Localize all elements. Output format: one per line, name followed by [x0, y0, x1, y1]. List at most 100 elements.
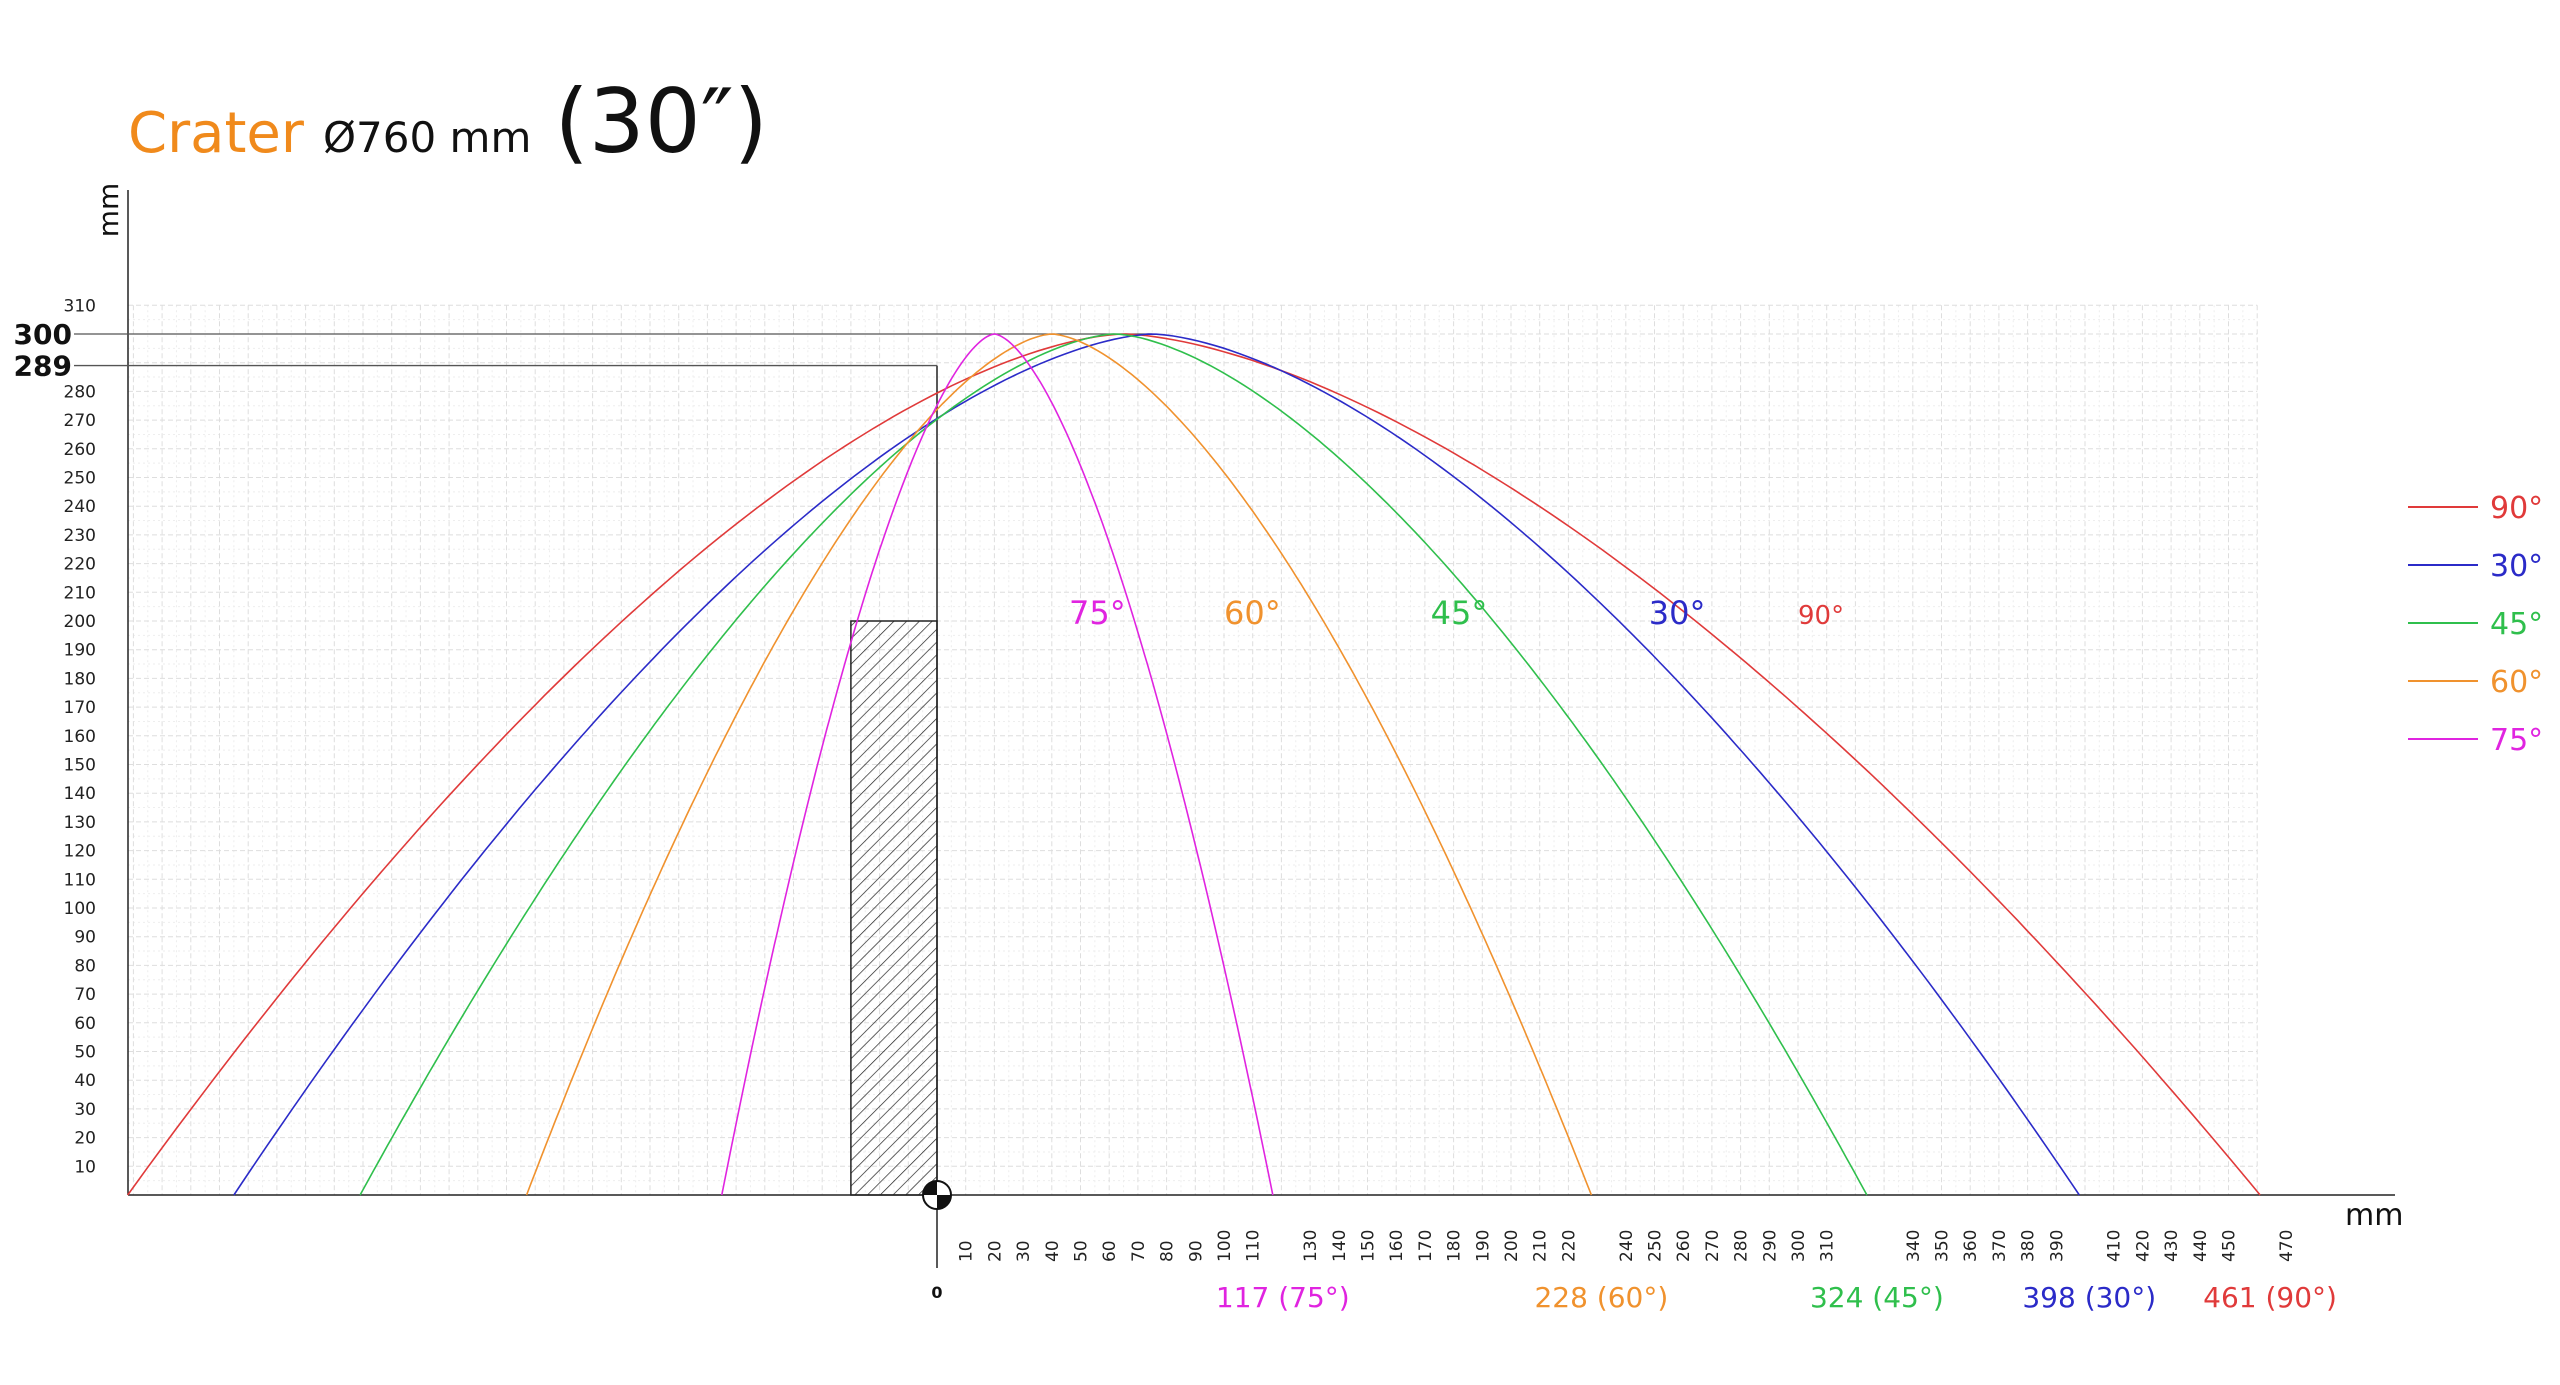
y-tick-label-bold: 300	[14, 318, 72, 351]
x-tick-label: 90	[1186, 1240, 1206, 1262]
x-tick-label: 110	[1244, 1230, 1264, 1262]
x-tick-label: 100	[1215, 1230, 1235, 1262]
curve-label: 45°	[1431, 594, 1488, 632]
y-tick-label: 220	[64, 555, 96, 575]
y-tick-label: 250	[64, 469, 96, 489]
curve-75deg	[721, 333, 1274, 1196]
x-tick-label: 440	[2191, 1230, 2211, 1262]
x-tick-label: 50	[1072, 1240, 1092, 1262]
y-tick-label: 50	[74, 1043, 96, 1063]
x-tick-label: 180	[1445, 1230, 1465, 1262]
chart-title: Crater Ø760 mm (30″)	[128, 70, 768, 173]
hatched-block	[850, 620, 938, 1196]
range-label: 461 (90°)	[2203, 1281, 2337, 1314]
curve-label: 30°	[1649, 594, 1706, 632]
legend-label: 45°	[2490, 607, 2543, 642]
y-tick-label: 10	[74, 1157, 96, 1177]
y-tick-label: 170	[64, 698, 96, 718]
x-tick-label: 140	[1330, 1230, 1350, 1262]
y-tick-label: 100	[64, 899, 96, 919]
y-tick-label: 110	[64, 870, 96, 890]
y-tick-label: 230	[64, 526, 96, 546]
y-tick-label: 120	[64, 842, 96, 862]
y-tick-label-bold: 289	[14, 350, 72, 383]
y-tick-label: 280	[64, 382, 96, 402]
origin-quadrant	[923, 1181, 937, 1195]
x-tick-label: 190	[1473, 1230, 1493, 1262]
x-tick-label: 350	[1933, 1230, 1953, 1262]
x-tick-label: 30	[1014, 1240, 1034, 1262]
y-tick-label: 190	[64, 641, 96, 661]
y-tick-label: 150	[64, 756, 96, 776]
origin-marker	[922, 1180, 952, 1210]
title-name: Crater	[128, 101, 304, 166]
curve-label: 75°	[1069, 594, 1126, 632]
legend-label: 75°	[2490, 723, 2543, 758]
legend-label: 60°	[2490, 665, 2543, 700]
legend: 90° 30° 45° 60° 75°	[2408, 491, 2543, 758]
axes	[74, 190, 2395, 1268]
origin-label: 0	[931, 1283, 942, 1302]
x-tick-label: 250	[1646, 1230, 1666, 1262]
range-label: 228 (60°)	[1534, 1281, 1668, 1314]
y-tick-label: 130	[64, 813, 96, 833]
labels: 1020304050607080901001101201301401501601…	[14, 183, 2404, 1314]
x-tick-label: 160	[1387, 1230, 1407, 1262]
curve-label: 90°	[1798, 601, 1844, 631]
legend-label: 30°	[2490, 549, 2543, 584]
grid-major	[128, 304, 2258, 1195]
grid-minor	[128, 305, 2258, 1195]
shaded-block	[850, 620, 938, 1196]
x-tick-label: 200	[1502, 1230, 1522, 1262]
x-tick-label: 280	[1732, 1230, 1752, 1262]
x-tick-label: 270	[1703, 1230, 1723, 1262]
series-curves	[127, 333, 2261, 1196]
y-tick-label: 240	[64, 497, 96, 517]
x-tick-label: 130	[1301, 1230, 1321, 1262]
x-tick-label: 290	[1760, 1230, 1780, 1262]
x-tick-label: 150	[1359, 1230, 1379, 1262]
x-tick-label: 430	[2162, 1230, 2182, 1262]
x-tick-label: 360	[1961, 1230, 1981, 1262]
y-tick-label: 80	[74, 956, 96, 976]
x-tick-label: 170	[1416, 1230, 1436, 1262]
y-axis-label: mm	[92, 183, 125, 238]
y-tick-label: 140	[64, 784, 96, 804]
y-tick-label: 200	[64, 612, 96, 632]
x-tick-label: 80	[1158, 1240, 1178, 1262]
curve-label: 60°	[1224, 594, 1281, 632]
x-tick-label: 240	[1617, 1230, 1637, 1262]
legend-label: 90°	[2490, 491, 2543, 526]
x-tick-label: 450	[2220, 1230, 2240, 1262]
y-tick-label: 260	[64, 440, 96, 460]
y-tick-label: 180	[64, 669, 96, 689]
x-tick-label: 70	[1129, 1240, 1149, 1262]
y-tick-label: 160	[64, 727, 96, 747]
y-tick-label: 40	[74, 1071, 96, 1091]
x-tick-label: 60	[1100, 1240, 1120, 1262]
x-tick-label: 340	[1904, 1230, 1924, 1262]
y-tick-label: 20	[74, 1129, 96, 1149]
x-tick-label: 40	[1043, 1240, 1063, 1262]
range-label: 324 (45°)	[1810, 1281, 1944, 1314]
title-diameter: Ø760 mm	[322, 113, 532, 162]
title-inches: (30″)	[554, 70, 768, 173]
x-axis-label: mm	[2345, 1198, 2403, 1233]
y-tick-label: 70	[74, 985, 96, 1005]
legend-item: 75°	[2408, 723, 2543, 758]
x-tick-label: 420	[2133, 1230, 2153, 1262]
y-tick-label: 270	[64, 411, 96, 431]
x-tick-label: 410	[2105, 1230, 2125, 1262]
legend-item: 30°	[2408, 549, 2543, 584]
legend-item: 60°	[2408, 665, 2543, 700]
x-tick-label: 380	[2019, 1230, 2039, 1262]
x-tick-label: 220	[1559, 1230, 1579, 1262]
x-tick-label: 20	[985, 1240, 1005, 1262]
range-label: 117 (75°)	[1216, 1281, 1350, 1314]
x-tick-label: 300	[1789, 1230, 1809, 1262]
curve-30deg	[233, 333, 2080, 1196]
x-tick-label: 10	[957, 1240, 977, 1262]
x-tick-label: 260	[1674, 1230, 1694, 1262]
y-tick-label: 30	[74, 1100, 96, 1120]
